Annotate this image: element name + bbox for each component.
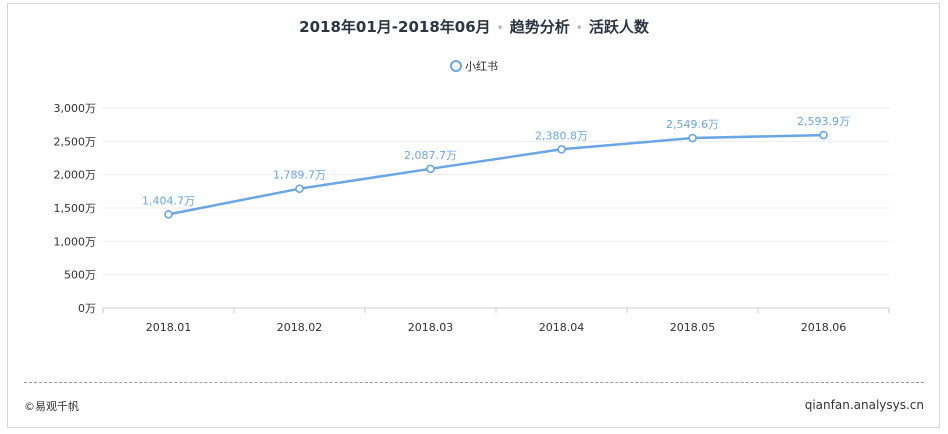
- data-point: [688, 133, 697, 143]
- axes: 0万 500万 1,000万 1,500万 2,000万 2,500万 3,000万 2018…: [54, 102, 890, 334]
- data-label: 1,789.7万: [273, 169, 326, 182]
- data-point: [295, 184, 304, 193]
- title-period: 2018年01月-2018年06月: [299, 18, 491, 36]
- series-line: [168, 133, 824, 216]
- copyright-text: ©易观千帆: [24, 400, 79, 413]
- data-point: [164, 210, 173, 219]
- legend-marker-icon: [450, 60, 462, 72]
- data-point: [819, 130, 828, 140]
- series: 1,404.7万 1,789.7万 2,087.7万 2,380.8万 2,549.6万…: [142, 115, 850, 219]
- chart-title: 2018年01月-2018年06月 • 趋势分析 • 活跃人数: [0, 16, 948, 37]
- y-tick-label: 1,500万: [54, 202, 97, 215]
- y-tick-label: 0万: [78, 302, 96, 315]
- legend[interactable]: 小红书: [0, 58, 948, 74]
- y-tick-label: 2,000万: [54, 169, 97, 182]
- title-separator-1: •: [496, 21, 504, 35]
- x-tick-label: 2018.02: [277, 321, 323, 334]
- y-tick-label: 3,000万: [54, 102, 97, 115]
- legend-label: 小红书: [465, 60, 498, 73]
- footer-divider: [24, 382, 924, 383]
- x-tick-label: 2018.03: [408, 321, 454, 334]
- x-tick-label: 2018.06: [801, 321, 847, 334]
- x-tick-label: 2018.05: [670, 321, 716, 334]
- title-section: 趋势分析: [509, 18, 570, 36]
- data-label: 2,593.9万: [797, 115, 850, 128]
- data-label: 2,549.6万: [666, 118, 719, 131]
- data-point: [557, 144, 566, 154]
- y-tick-label: 2,500万: [54, 135, 97, 148]
- data-label: 1,404.7万: [142, 194, 195, 207]
- chart-panel: [7, 3, 940, 428]
- grid: [103, 107, 889, 276]
- data-point: [426, 164, 435, 174]
- x-tick-label: 2018.04: [539, 321, 585, 334]
- title-separator-2: •: [575, 21, 583, 35]
- data-label: 2,380.8万: [535, 129, 588, 142]
- site-url-text[interactable]: qianfan.analysys.cn: [804, 398, 924, 412]
- x-tick-label: 2018.01: [146, 321, 192, 334]
- data-label: 2,087.7万: [404, 149, 457, 162]
- title-metric: 活跃人数: [588, 18, 649, 36]
- y-tick-label: 500万: [64, 269, 96, 282]
- y-tick-label: 1,000万: [54, 235, 97, 248]
